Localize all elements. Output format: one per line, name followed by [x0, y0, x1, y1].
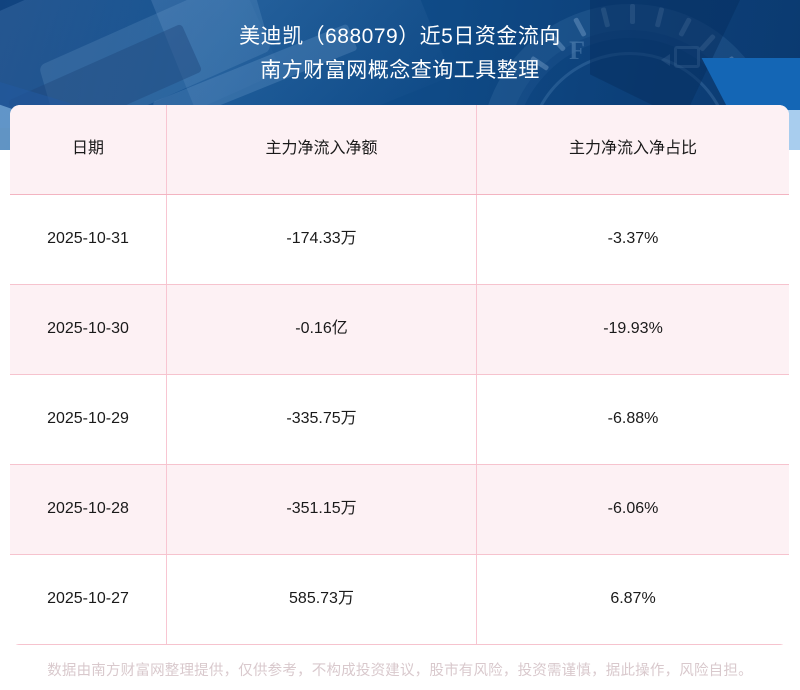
table-header-row: 日期 主力净流入净额 主力净流入净占比	[10, 105, 789, 195]
table-row: 2025-10-31 -174.33万 -3.37%	[10, 195, 789, 285]
table-row: 2025-10-30 -0.16亿 -19.93%	[10, 285, 789, 375]
table-row: 2025-10-29 -335.75万 -6.88%	[10, 375, 789, 465]
cell-date: 2025-10-30	[47, 320, 129, 338]
fuel-full-marker-icon: F	[569, 36, 585, 65]
cell-date: 2025-10-29	[47, 410, 129, 428]
cell-net-amount: -351.15万	[166, 465, 477, 554]
fund-flow-table: 日期 主力净流入净额 主力净流入净占比 2025-10-31 -174.33万 …	[10, 105, 789, 645]
page-subtitle: 南方财富网概念查询工具整理	[260, 59, 540, 82]
table-row: 2025-10-28 -351.15万 -6.06%	[10, 465, 789, 555]
cell-date: 2025-10-31	[47, 230, 129, 248]
cell-net-amount: -174.33万	[166, 195, 477, 284]
cell-net-amount: -0.16亿	[166, 285, 477, 374]
column-header-date: 日期	[71, 140, 104, 158]
cell-net-ratio: -6.88%	[607, 410, 659, 428]
cell-net-ratio: -6.06%	[607, 500, 659, 518]
cell-net-amount: 585.73万	[166, 555, 477, 644]
footer: 数据由南方财富网整理提供，仅供参考，不构成投资建议，股市有风险，投资需谨慎，据此…	[0, 648, 800, 690]
column-header-net-ratio: 主力净流入净占比	[568, 140, 697, 158]
cell-net-ratio: 6.87%	[610, 590, 656, 608]
disclaimer-text: 数据由南方财富网整理提供，仅供参考，不构成投资建议，股市有风险，投资需谨慎，据此…	[47, 662, 753, 679]
cell-net-amount: -335.75万	[166, 375, 477, 464]
column-header-net-amount: 主力净流入净额	[166, 105, 477, 194]
cell-date: 2025-10-28	[47, 500, 129, 518]
cell-net-ratio: -19.93%	[603, 320, 663, 338]
table-row: 2025-10-27 585.73万 6.87%	[10, 555, 789, 645]
page-title: 美迪凯（688079）近5日资金流向	[239, 25, 561, 48]
banner-title-group: 美迪凯（688079）近5日资金流向 南方财富网概念查询工具整理	[0, 0, 800, 88]
cell-net-ratio: -3.37%	[607, 230, 659, 248]
cell-date: 2025-10-27	[47, 590, 129, 608]
